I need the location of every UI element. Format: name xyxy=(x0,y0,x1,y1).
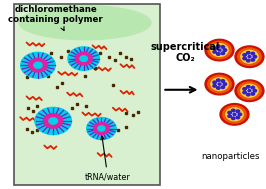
Circle shape xyxy=(235,80,264,101)
Circle shape xyxy=(228,111,231,114)
Circle shape xyxy=(241,84,258,97)
Circle shape xyxy=(243,91,246,94)
Circle shape xyxy=(221,86,225,88)
Circle shape xyxy=(221,52,225,54)
Circle shape xyxy=(208,41,231,59)
Circle shape xyxy=(248,90,251,92)
Circle shape xyxy=(231,117,235,120)
Circle shape xyxy=(217,79,220,81)
Circle shape xyxy=(228,115,231,117)
Circle shape xyxy=(98,126,105,131)
Circle shape xyxy=(223,49,227,51)
FancyBboxPatch shape xyxy=(14,4,160,185)
Circle shape xyxy=(247,93,250,96)
Circle shape xyxy=(235,46,264,67)
Circle shape xyxy=(213,50,217,53)
Circle shape xyxy=(211,78,228,91)
Circle shape xyxy=(247,51,250,54)
Circle shape xyxy=(231,109,235,112)
Circle shape xyxy=(35,107,72,135)
Circle shape xyxy=(49,118,57,124)
Circle shape xyxy=(214,80,225,88)
Circle shape xyxy=(221,80,225,82)
Circle shape xyxy=(247,59,250,62)
Text: nanoparticles: nanoparticles xyxy=(201,152,259,161)
Circle shape xyxy=(94,123,109,134)
Text: tRNA/water: tRNA/water xyxy=(85,136,131,181)
Circle shape xyxy=(217,53,220,55)
Circle shape xyxy=(223,106,246,123)
Circle shape xyxy=(205,73,234,95)
Circle shape xyxy=(223,83,227,85)
Circle shape xyxy=(247,85,250,88)
Circle shape xyxy=(213,81,217,84)
Circle shape xyxy=(243,54,246,56)
Circle shape xyxy=(253,55,257,58)
Circle shape xyxy=(238,48,261,65)
Circle shape xyxy=(218,49,221,51)
Circle shape xyxy=(217,87,220,89)
Circle shape xyxy=(236,110,240,113)
Circle shape xyxy=(229,111,240,118)
Circle shape xyxy=(213,47,217,50)
Circle shape xyxy=(34,62,42,68)
Circle shape xyxy=(21,52,55,78)
Circle shape xyxy=(244,87,255,94)
Ellipse shape xyxy=(19,6,151,40)
Circle shape xyxy=(251,86,255,89)
Circle shape xyxy=(80,56,88,61)
Circle shape xyxy=(75,52,92,65)
Circle shape xyxy=(44,114,63,128)
Circle shape xyxy=(218,83,221,85)
Circle shape xyxy=(87,118,116,139)
Text: supercritical
CO₂: supercritical CO₂ xyxy=(151,42,220,63)
Circle shape xyxy=(220,104,249,125)
Circle shape xyxy=(217,45,220,47)
Circle shape xyxy=(238,113,242,116)
Circle shape xyxy=(248,56,251,58)
Circle shape xyxy=(243,57,246,60)
Circle shape xyxy=(236,116,240,119)
Circle shape xyxy=(243,88,246,90)
Circle shape xyxy=(29,58,47,72)
Circle shape xyxy=(68,47,99,70)
Circle shape xyxy=(251,92,255,95)
Circle shape xyxy=(238,82,261,99)
Circle shape xyxy=(253,89,257,92)
Circle shape xyxy=(214,46,225,54)
Circle shape xyxy=(251,52,255,55)
Circle shape xyxy=(213,84,217,87)
Circle shape xyxy=(233,113,236,115)
Text: dichloromethane
containing polymer: dichloromethane containing polymer xyxy=(8,5,103,30)
Circle shape xyxy=(251,58,255,61)
Circle shape xyxy=(205,39,234,61)
Circle shape xyxy=(211,44,228,57)
Circle shape xyxy=(221,46,225,48)
Circle shape xyxy=(244,53,255,60)
Circle shape xyxy=(226,108,243,121)
Circle shape xyxy=(241,50,258,63)
Circle shape xyxy=(208,75,231,93)
